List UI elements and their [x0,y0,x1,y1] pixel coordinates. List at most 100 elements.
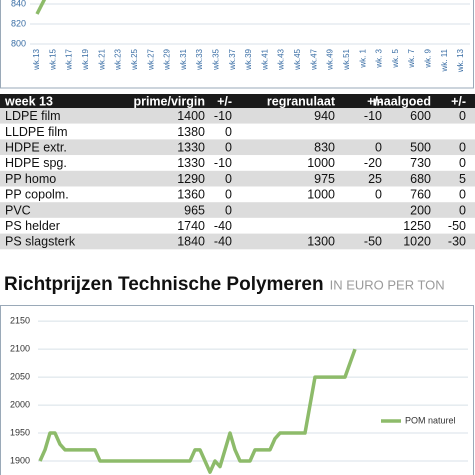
table-cell: -40 [214,235,232,249]
table-cell: 965 [184,203,205,217]
x-tick-label: wk. 7 [407,48,416,68]
table-cell: 1330 [177,156,205,170]
x-tick-label: wk. 5 [391,48,400,68]
table-cell: PS helder [5,219,60,233]
table-cell: 975 [314,172,335,186]
x-tick-label: wk.29 [163,48,172,70]
x-tick-label: wk.17 [65,48,74,70]
x-tick-label: wk.51 [342,48,351,70]
line [38,348,357,474]
table-cell: 500 [410,141,431,155]
table-cell: 1360 [177,188,205,202]
table-cell: 0 [225,172,232,186]
table-cell: PVC [5,203,31,217]
section-unit: IN EURO PER TON [330,277,445,292]
table-cell: 0 [375,141,382,155]
table-row-bg [0,155,475,171]
x-tick-label: wk. 9 [423,48,432,68]
table-cell: -20 [364,156,382,170]
table-header-cell: regranulaat [267,94,336,108]
x-tick-label: wk.33 [195,48,204,70]
table-cell: HDPE extr. [5,141,67,155]
table-row-bg [0,108,475,124]
table-cell: 730 [410,156,431,170]
table-cell: -50 [364,235,382,249]
table-header-bg [0,94,475,108]
table-cell: 1840 [177,235,205,249]
x-tick-label: wk.35 [211,48,220,70]
y-tick-label: 2100 [10,344,30,354]
table-header-cell: maalgoed [373,94,431,108]
table-cell: PP homo [5,172,56,186]
table-cell: 200 [410,203,431,217]
table-cell: 600 [410,109,431,123]
x-tick-label: wk. 13 [456,48,465,73]
table-row-bg [0,233,475,250]
table-cell: -10 [364,109,382,123]
table-cell: 0 [459,141,466,155]
table-cell: -40 [214,219,232,233]
x-tick-label: wk.13 [32,48,41,70]
x-tick-label: wk.15 [48,48,57,70]
table-cell: 1290 [177,172,205,186]
table-cell: 0 [375,188,382,202]
table-cell: 25 [368,172,382,186]
table-cell: LLDPE film [5,125,68,139]
table-cell: 0 [459,109,466,123]
table-cell: PP copolm. [5,188,69,202]
x-tick-label: wk.39 [244,48,253,70]
section-title: Richtprijzen Technische Polymeren [4,274,324,295]
table-cell: 940 [314,109,335,123]
table-cell: 1000 [307,188,335,202]
y-tick-label: 820 [11,18,26,28]
bottom-chart-frame [0,305,474,475]
table-cell: 5 [459,172,466,186]
table-cell: 0 [225,203,232,217]
table-cell: 0 [459,156,466,170]
table-cell: 830 [314,141,335,155]
x-tick-label: wk.21 [97,48,106,70]
table-cell: 1000 [307,156,335,170]
table-cell: -10 [214,109,232,123]
table-header-cell: prime/virgin [133,94,205,108]
table-cell: 1300 [307,235,335,249]
line [35,0,47,15]
y-tick-label: 2000 [10,399,30,409]
x-tick-label: wk.47 [309,48,318,70]
x-tick-label: wk.25 [130,48,139,70]
table-cell: -30 [448,235,466,249]
table-cell: HDPE spg. [5,156,67,170]
table-cell: 0 [459,203,466,217]
table-cell: 1740 [177,219,205,233]
x-tick-label: wk.23 [114,48,123,70]
x-tick-label: wk.37 [228,48,237,70]
table-row-bg [0,202,475,218]
x-tick-label: wk.49 [326,48,335,70]
top-chart-frame [0,0,474,89]
table-header-cell: +/- [451,94,466,108]
y-tick-label: 840 [11,0,26,8]
table-cell: 1020 [403,235,431,249]
table-row-bg [0,139,475,156]
table-header-cell: week 13 [4,94,53,108]
y-tick-label: 2050 [10,371,30,381]
table-cell: -10 [214,156,232,170]
table-cell: 0 [225,188,232,202]
table-cell: -50 [448,219,466,233]
x-tick-label: wk.19 [81,48,90,70]
table-row-bg [0,170,475,187]
table-cell: PS slagsterk [5,235,76,249]
y-tick-label: 1950 [10,427,30,437]
y-tick-label: 1900 [10,455,30,465]
x-tick-label: wk. 1 [358,48,367,68]
table-cell: 760 [410,188,431,202]
table-cell: 0 [225,125,232,139]
x-tick-label: wk.43 [277,48,286,70]
table-cell: LDPE film [5,109,61,123]
table-cell: 0 [225,141,232,155]
table-header-cell: +/- [367,94,382,108]
x-tick-label: wk.31 [179,48,188,70]
y-tick-label: 2150 [10,316,30,326]
table-row-bg [0,217,475,234]
x-tick-label: wk.45 [293,48,302,70]
